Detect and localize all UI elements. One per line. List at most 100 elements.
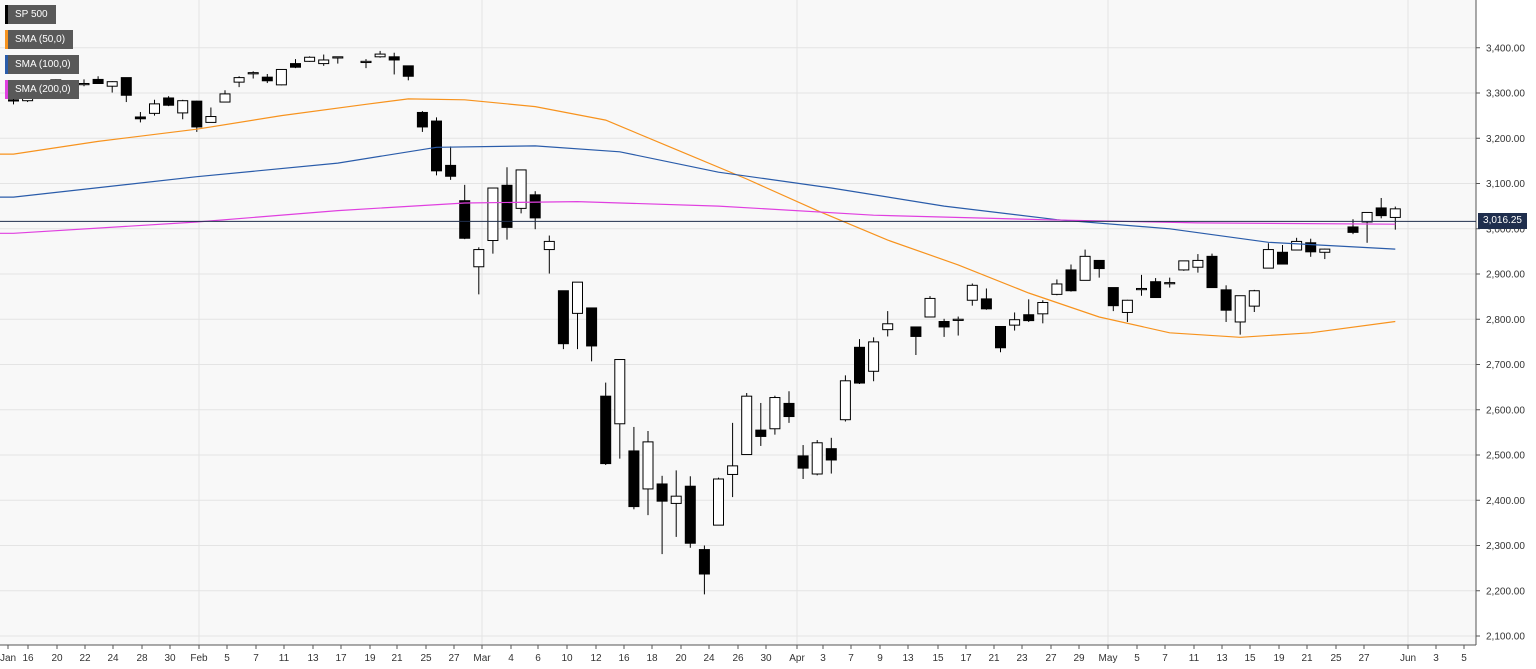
candle-body-down <box>980 298 992 310</box>
legend-item-sma200[interactable]: SMA (200,0) <box>5 80 79 99</box>
candle-body-up <box>374 53 386 58</box>
candle-body-up <box>713 478 724 526</box>
legend-label: SP 500 <box>15 9 48 20</box>
x-tick-label: Jun <box>1400 653 1416 664</box>
plot-background <box>0 0 1476 645</box>
x-tick-label: 16 <box>618 653 630 664</box>
candle-body-down <box>1065 269 1077 292</box>
candle-body-down <box>995 325 1006 349</box>
candle <box>473 247 485 295</box>
candle <box>1065 264 1077 292</box>
x-tick-label: 6 <box>535 653 541 664</box>
legend-item-sp500[interactable]: SP 500 <box>5 5 56 24</box>
candle-body-up <box>515 169 527 209</box>
x-tick-label: Apr <box>789 653 805 664</box>
candle <box>501 167 513 240</box>
candle-body-up <box>1079 255 1091 281</box>
grid-lines <box>0 0 1476 645</box>
candle-body-up <box>332 56 344 59</box>
candle <box>670 470 682 537</box>
y-tick-label: 3,100.00 <box>1486 179 1525 190</box>
legend-label: SMA (200,0) <box>15 84 71 95</box>
x-tick-label: 25 <box>1330 653 1342 664</box>
candle-body-up <box>360 60 372 64</box>
candle <box>177 99 189 120</box>
y-tick-label: 2,100.00 <box>1486 632 1525 643</box>
x-tick-label: Mar <box>473 653 491 664</box>
x-tick-label: 19 <box>364 653 376 664</box>
candle <box>769 395 781 435</box>
candle <box>431 117 442 176</box>
candle-body-up <box>149 103 160 114</box>
candle-body-down <box>501 184 513 228</box>
x-tick-label: 5 <box>1461 653 1467 664</box>
candle-body-down <box>684 485 696 544</box>
candle <box>360 59 372 69</box>
x-tick-label: 27 <box>1358 653 1370 664</box>
candle <box>219 90 231 103</box>
candle <box>783 391 795 423</box>
candle <box>149 99 160 116</box>
candle <box>402 65 414 81</box>
candle-body-down <box>402 65 414 77</box>
candle <box>1192 254 1204 273</box>
x-tick-label: 21 <box>1301 653 1313 664</box>
x-tick-label: 7 <box>253 653 259 664</box>
candle <box>163 96 175 107</box>
x-tick-label: 24 <box>703 653 715 664</box>
candle-body-down <box>656 483 668 502</box>
candle-body-down <box>445 164 457 177</box>
candle <box>1079 249 1091 281</box>
candle-body-down <box>1277 251 1288 265</box>
x-tick-label: 30 <box>760 653 772 664</box>
x-tick-label: 17 <box>960 653 972 664</box>
candle <box>1361 211 1373 243</box>
candle <box>1220 285 1232 322</box>
candle <box>938 318 950 337</box>
y-tick-label: 2,200.00 <box>1486 586 1525 597</box>
x-tick-label: May <box>1099 653 1118 664</box>
x-tick-label: 27 <box>1045 653 1057 664</box>
candle <box>600 382 612 465</box>
candle <box>78 79 90 87</box>
candle <box>727 422 739 498</box>
y-tick-label: 2,400.00 <box>1486 496 1525 507</box>
candle-body-up <box>1164 282 1176 285</box>
candle <box>741 393 753 456</box>
candle-body-up <box>1051 283 1063 295</box>
legend-item-sma50[interactable]: SMA (50,0) <box>5 30 74 49</box>
candle-body-down <box>416 111 428 128</box>
candle <box>332 56 344 64</box>
candle <box>205 107 217 123</box>
candle-body-up <box>769 397 781 430</box>
candle-body-up <box>205 116 217 123</box>
y-tick-label: 2,600.00 <box>1486 405 1525 416</box>
candle-body-up <box>318 59 330 65</box>
candle-body-down <box>1347 226 1359 233</box>
legend-item-sma100[interactable]: SMA (100,0) <box>5 55 79 74</box>
x-tick-label: 13 <box>1216 653 1228 664</box>
candle <box>1051 279 1063 296</box>
candle <box>388 52 400 75</box>
candle-body-down <box>557 290 569 345</box>
candle-body-up <box>1361 211 1373 223</box>
candle-body-up <box>952 318 964 321</box>
x-tick-label: 20 <box>51 653 63 664</box>
candle-body-up <box>219 93 231 103</box>
legend-swatch <box>5 5 8 24</box>
candle-body-down <box>191 100 203 128</box>
candle-body-down <box>1107 287 1119 307</box>
y-tick-label: 3,300.00 <box>1486 89 1525 100</box>
candle-body-up <box>839 380 851 421</box>
y-tick-label: 3,200.00 <box>1486 134 1525 145</box>
candle-body-up <box>1009 319 1021 326</box>
x-tick-label: 28 <box>136 653 148 664</box>
candle <box>628 426 640 510</box>
x-tick-label: 10 <box>561 653 573 664</box>
candle-body-down <box>1150 281 1162 299</box>
candle <box>854 339 865 384</box>
sma-50-line <box>0 98 1396 338</box>
candle-body-up <box>1037 302 1049 315</box>
candle <box>698 545 710 595</box>
